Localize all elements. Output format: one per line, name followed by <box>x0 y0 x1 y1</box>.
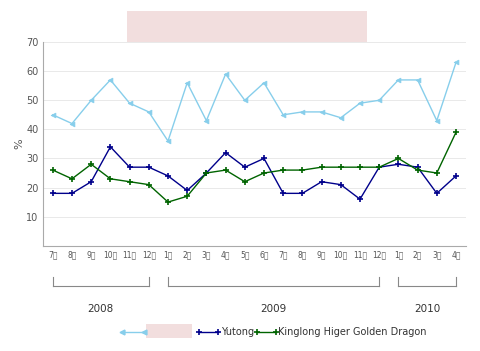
Text: Total: Total <box>149 327 171 337</box>
Text: Kinglong Higer Golden Dragon: Kinglong Higer Golden Dragon <box>278 327 427 337</box>
Text: 2009: 2009 <box>261 304 287 313</box>
Text: 2010: 2010 <box>414 304 440 313</box>
Y-axis label: %: % <box>14 139 24 149</box>
Text: 2008: 2008 <box>88 304 114 313</box>
Text: Yutong: Yutong <box>221 327 254 337</box>
